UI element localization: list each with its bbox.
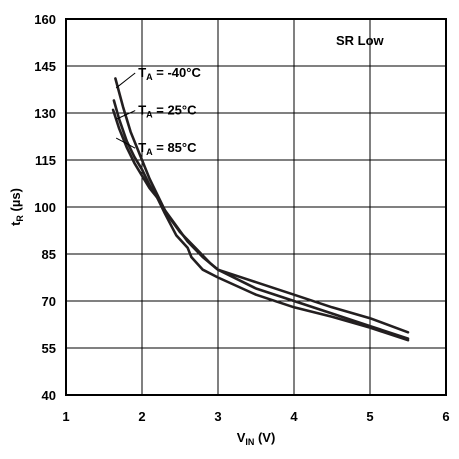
y-axis-title-main: t <box>8 221 23 226</box>
x-tick-label: 2 <box>138 409 145 424</box>
x-axis-title-main: V <box>237 430 246 445</box>
series-label-leader <box>115 137 136 149</box>
y-tick-label: 70 <box>42 294 56 309</box>
y-tick-label: 115 <box>35 153 56 168</box>
x-tick-label: 1 <box>62 409 69 424</box>
tick-labels: 1 2 3 4 5 6 40 55 70 85 100 115 130 145 160 <box>34 12 449 424</box>
y-axis-title-sub: R <box>15 215 25 222</box>
y-tick-label: 130 <box>34 106 56 121</box>
series-line-3 <box>111 108 410 342</box>
series-label-2: TA = 25°C <box>138 103 197 120</box>
series-label-1: TA = -40°C <box>138 65 201 82</box>
series-label-3: TA = 85°C <box>138 140 197 157</box>
y-tick-label: 55 <box>42 341 56 356</box>
y-tick-label: 100 <box>34 200 56 215</box>
y-axis-title-unit: (µs) <box>8 188 23 215</box>
y-axis-title: tR (µs) <box>8 188 25 226</box>
series-labels: TA = -40°C TA = 25°C TA = 85°C <box>115 65 201 157</box>
y-tick-label: 160 <box>34 12 56 27</box>
x-tick-label: 3 <box>214 409 221 424</box>
series-lines <box>111 77 410 342</box>
x-axis-title-unit: (V) <box>254 430 275 445</box>
y-tick-label: 85 <box>42 247 56 262</box>
series-label-leader <box>115 72 136 89</box>
x-tick-label: 6 <box>442 409 449 424</box>
y-tick-label: 40 <box>42 388 56 403</box>
series-line-2 <box>112 99 410 340</box>
annotation-sr-low: SR Low <box>336 33 385 48</box>
x-axis-title: VIN (V) <box>237 430 276 447</box>
y-tick-label: 145 <box>34 59 56 74</box>
x-axis-title-sub: IN <box>245 437 254 447</box>
x-tick-label: 4 <box>290 409 298 424</box>
x-tick-label: 5 <box>366 409 373 424</box>
plot-frame <box>65 18 447 396</box>
grid <box>66 19 446 395</box>
series-label-leader <box>115 110 136 120</box>
